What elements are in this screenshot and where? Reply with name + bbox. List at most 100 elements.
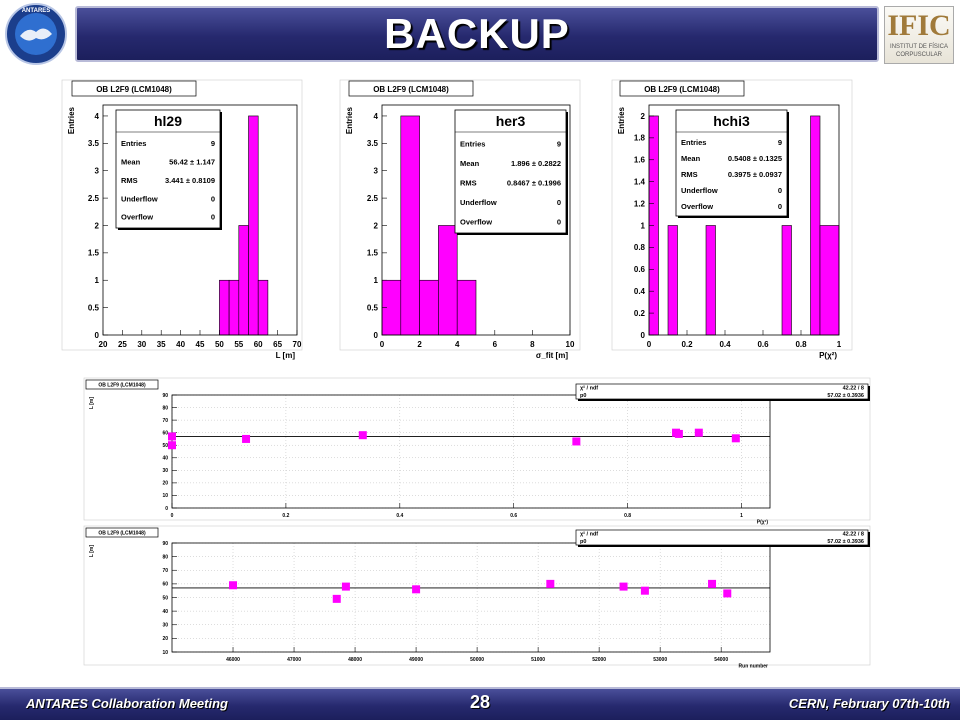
x-tick-label: 0 [380,340,385,349]
y-tick-label: 1.6 [634,156,646,165]
stats-label: Underflow [460,198,497,207]
fit-label: p0 [580,539,586,545]
y-axis-label: L [m] [89,397,95,409]
stats-value: 0.5408 ± 0.1325 [728,154,782,163]
chart-5: 10 20 30 40 50 60 70 80 90 46000 47000 48000 49000 50… [83,525,871,670]
histogram-tag-box [71,80,197,97]
y-tick-label: 0.6 [634,265,646,274]
x-tick-label: 65 [273,340,282,349]
bar [705,225,716,336]
bar [248,115,259,336]
data-point [168,441,176,450]
fit-box [575,529,869,546]
stats-value: 0.8467 ± 0.1996 [507,178,561,187]
x-tick-label: 0.6 [510,513,517,519]
y-tick-label: 20 [162,481,168,487]
y-tick-label: 4 [95,112,100,121]
stats-value: 0 [557,198,561,207]
footer-bar [0,687,960,720]
y-tick-label: 2 [641,112,646,121]
ific-logo-title: IFIC [887,9,951,42]
stats-value: 9 [778,138,782,147]
bar [219,279,230,336]
y-tick-label: 0.4 [634,287,646,296]
bar [810,115,821,336]
fit-value: 42.22 / 8 [843,532,864,538]
stats-name: her3 [496,113,526,129]
x-tick-label: 6 [493,340,498,349]
y-axis-label: Entries [345,106,354,134]
x-axis-label: P(χ²) [757,520,769,526]
data-point [572,437,581,446]
x-axis-label: L [m] [276,351,296,360]
stats-value: 56.42 ± 1.147 [169,158,215,167]
y-tick-label: 1.5 [88,249,100,258]
x-tick-label: 0.2 [681,340,693,349]
x-tick-label: 0.8 [624,513,631,519]
chart-4: 0 10 20 30 40 50 60 70 80 90 0 0.2 0.4 0.6 0.8 1 P(χ²) L … [83,377,871,526]
x-tick-label: 0.6 [757,340,769,349]
y-tick-label: 2.5 [367,194,379,203]
stats-label: RMS [460,178,477,187]
bar [456,279,477,336]
stats-label: Entries [681,138,706,147]
data-point [412,585,421,594]
x-tick-label: 30 [137,340,146,349]
fit-value: 42.22 / 8 [843,386,864,392]
y-tick-label: 0 [95,331,100,340]
x-tick-label: 1 [837,340,842,349]
x-tick-label: 0 [171,513,174,519]
x-tick-label: 0.8 [795,340,807,349]
y-tick-label: 1.4 [634,177,646,186]
plot-area [381,104,571,336]
page-number: 28 [469,692,491,712]
y-tick-label: 3.5 [367,139,379,148]
stats-value: 9 [557,140,561,149]
y-tick-label: 0.8 [634,243,646,252]
ific-logo [884,6,954,64]
data-point [546,579,555,588]
bar [238,225,249,336]
bar [419,279,439,336]
chart-2: 0 0.5 1 1.5 2 2.5 3 3.5 4 0 2 4 6 8 10 σ_fit [m] Entries… [339,79,581,360]
histogram-tag-box [348,80,474,97]
stats-label: Overflow [681,202,713,211]
data-point [168,432,176,441]
stats-label: Mean [121,158,141,167]
histogram-tag: OB L2F9 (LCM1048) [98,530,146,536]
stats-label: RMS [121,176,138,185]
histogram-tag-box [619,80,745,97]
footer-meeting: ANTARES Collaboration Meeting [26,696,228,711]
x-axis-label: P(χ²) [819,351,837,360]
y-tick-label: 1.2 [634,199,646,208]
x-tick-label: 0 [647,340,652,349]
data-point [640,586,649,595]
stats-value: 0 [778,202,782,211]
stats-label: RMS [681,170,698,179]
y-tick-label: 90 [162,393,168,399]
slide-title: BACKUP [384,10,570,57]
bar [667,225,678,336]
plot-area [648,104,840,336]
stats-label: Entries [460,140,485,149]
histogram-tag: OB L2F9 (LCM1048) [96,85,172,94]
y-tick-label: 0 [165,506,168,512]
histogram-tag: OB L2F9 (LCM1048) [98,382,146,388]
stats-value: 0.3975 ± 0.0937 [728,170,782,179]
y-tick-label: 2 [374,221,379,230]
histogram-tag: OB L2F9 (LCM1048) [373,85,449,94]
x-tick-label: 40 [176,340,185,349]
x-tick-label: 48000 [348,657,362,663]
y-tick-label: 3 [95,167,100,176]
x-tick-label: 0.4 [719,340,731,349]
y-tick-label: 30 [162,468,168,474]
stats-label: Mean [460,159,480,168]
antares-logo: ANTARES [4,2,68,66]
y-tick-label: 60 [162,430,168,436]
bar [781,225,792,336]
bar [400,115,420,336]
y-tick-label: 1 [95,276,100,285]
footer-date: CERN, February 07th-10th [788,696,950,711]
y-tick-label: 1.5 [367,249,379,258]
x-tick-label: 0.2 [282,513,289,519]
